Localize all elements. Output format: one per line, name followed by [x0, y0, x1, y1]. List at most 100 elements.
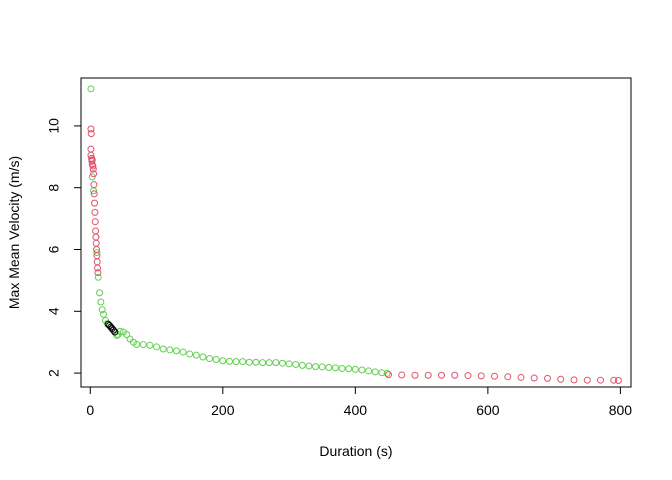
- data-point: [91, 199, 99, 207]
- data-point: [338, 364, 346, 372]
- data-point: [371, 368, 379, 376]
- x-tick-label: 0: [86, 402, 94, 418]
- data-point: [365, 367, 373, 375]
- data-point: [504, 373, 512, 381]
- data-point: [133, 340, 141, 348]
- data-point: [92, 233, 100, 241]
- data-point: [318, 363, 326, 371]
- data-point: [411, 371, 419, 379]
- data-point: [278, 359, 286, 367]
- y-axis-title: Max Mean Velocity (m/s): [6, 156, 22, 309]
- data-point: [378, 369, 386, 377]
- data-point: [298, 361, 306, 369]
- data-point: [97, 298, 105, 306]
- data-point: [159, 345, 167, 353]
- data-point: [192, 351, 200, 359]
- data-point: [610, 376, 618, 384]
- data-point: [92, 227, 100, 235]
- data-point: [98, 306, 106, 314]
- data-point: [398, 371, 406, 379]
- data-point: [179, 348, 187, 356]
- data-point: [331, 364, 339, 372]
- data-point: [345, 365, 353, 373]
- data-point: [225, 357, 233, 365]
- y-tick-label: 2: [46, 369, 62, 377]
- data-point: [100, 310, 108, 318]
- data-point: [88, 173, 96, 181]
- data-point: [94, 273, 102, 281]
- data-point: [517, 373, 525, 381]
- data-point: [305, 362, 313, 370]
- data-point: [87, 85, 95, 93]
- data-point: [358, 366, 366, 374]
- data-point: [614, 377, 622, 385]
- data-point: [351, 365, 359, 373]
- y-tick-label: 8: [46, 184, 62, 192]
- data-point: [544, 374, 552, 382]
- data-point: [383, 369, 391, 377]
- data-point: [186, 350, 194, 358]
- x-tick-label: 400: [344, 402, 368, 418]
- plot-frame: [80, 77, 632, 388]
- data-point: [93, 249, 101, 257]
- data-point: [219, 357, 227, 365]
- data-point: [570, 376, 578, 384]
- x-tick-label: 600: [476, 402, 500, 418]
- y-axis: 2 4 6 8 10: [46, 118, 82, 377]
- data-point: [232, 358, 240, 366]
- data-point: [111, 328, 119, 336]
- data-point: [285, 360, 293, 368]
- x-axis: 0 200 400 600 800: [86, 386, 633, 418]
- data-point: [245, 358, 253, 366]
- data-point: [93, 258, 101, 266]
- data-point: [451, 371, 459, 379]
- data-point: [206, 355, 214, 363]
- data-point: [272, 359, 280, 367]
- data-point: [265, 359, 273, 367]
- data-point: [166, 346, 174, 354]
- data-point: [424, 371, 432, 379]
- y-tick-label: 10: [46, 118, 62, 134]
- data-point: [312, 363, 320, 371]
- y-tick-label: 6: [46, 245, 62, 253]
- data-point: [90, 181, 98, 189]
- data-point: [96, 289, 104, 297]
- data-point: [437, 371, 445, 379]
- points-layer: [87, 85, 622, 385]
- data-point: [490, 372, 498, 380]
- x-tick-label: 800: [609, 402, 633, 418]
- data-point: [90, 190, 98, 198]
- data-point: [90, 170, 98, 178]
- x-tick-label: 200: [211, 402, 235, 418]
- data-point: [91, 218, 99, 226]
- y-tick-label: 4: [46, 307, 62, 315]
- data-point: [146, 341, 154, 349]
- data-point: [530, 374, 538, 382]
- data-point: [325, 364, 333, 372]
- data-point: [557, 375, 565, 383]
- data-point: [199, 353, 207, 361]
- data-point: [92, 239, 100, 247]
- data-point: [252, 358, 260, 366]
- data-point: [239, 358, 247, 366]
- data-point: [94, 264, 102, 272]
- data-point: [597, 376, 605, 384]
- x-axis-title: Duration (s): [319, 443, 392, 459]
- data-point: [94, 269, 102, 277]
- data-point: [172, 347, 180, 355]
- data-point: [87, 145, 95, 153]
- data-point: [91, 208, 99, 216]
- data-point: [123, 330, 131, 338]
- data-point: [116, 327, 124, 335]
- data-point: [139, 341, 147, 349]
- data-point: [153, 343, 161, 351]
- data-point: [87, 125, 95, 133]
- data-point: [477, 372, 485, 380]
- data-point: [583, 376, 591, 384]
- data-point: [259, 359, 267, 367]
- data-point: [89, 165, 97, 173]
- data-point: [464, 372, 472, 380]
- data-point: [89, 162, 97, 170]
- data-point: [88, 157, 96, 165]
